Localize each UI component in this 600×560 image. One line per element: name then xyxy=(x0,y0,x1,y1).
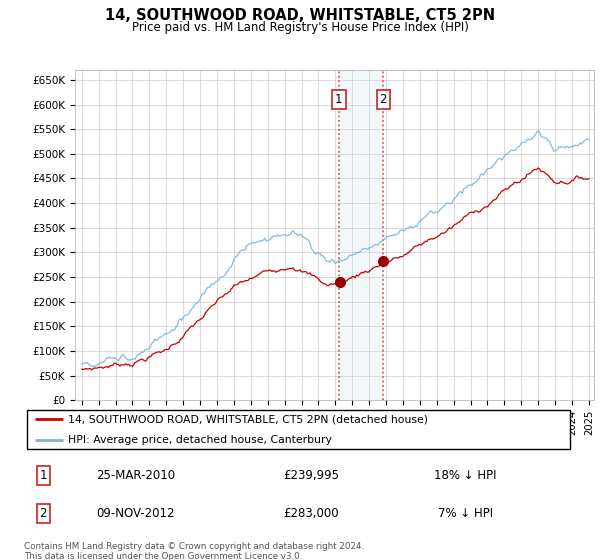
Text: 14, SOUTHWOOD ROAD, WHITSTABLE, CT5 2PN: 14, SOUTHWOOD ROAD, WHITSTABLE, CT5 2PN xyxy=(105,8,495,24)
Text: Contains HM Land Registry data © Crown copyright and database right 2024.
This d: Contains HM Land Registry data © Crown c… xyxy=(24,542,364,560)
Text: HPI: Average price, detached house, Canterbury: HPI: Average price, detached house, Cant… xyxy=(68,435,332,445)
Text: 2: 2 xyxy=(380,93,387,106)
Text: 09-NOV-2012: 09-NOV-2012 xyxy=(96,507,174,520)
FancyBboxPatch shape xyxy=(27,410,571,449)
Text: £283,000: £283,000 xyxy=(283,507,339,520)
Text: 14, SOUTHWOOD ROAD, WHITSTABLE, CT5 2PN (detached house): 14, SOUTHWOOD ROAD, WHITSTABLE, CT5 2PN … xyxy=(68,414,428,424)
Text: 25-MAR-2010: 25-MAR-2010 xyxy=(96,469,175,482)
Text: 1: 1 xyxy=(335,93,343,106)
Text: Price paid vs. HM Land Registry's House Price Index (HPI): Price paid vs. HM Land Registry's House … xyxy=(131,21,469,34)
Text: 1: 1 xyxy=(40,469,47,482)
Bar xyxy=(339,70,383,400)
Text: 2: 2 xyxy=(40,507,47,520)
Text: 7% ↓ HPI: 7% ↓ HPI xyxy=(438,507,493,520)
Text: £239,995: £239,995 xyxy=(283,469,339,482)
Text: 18% ↓ HPI: 18% ↓ HPI xyxy=(434,469,497,482)
